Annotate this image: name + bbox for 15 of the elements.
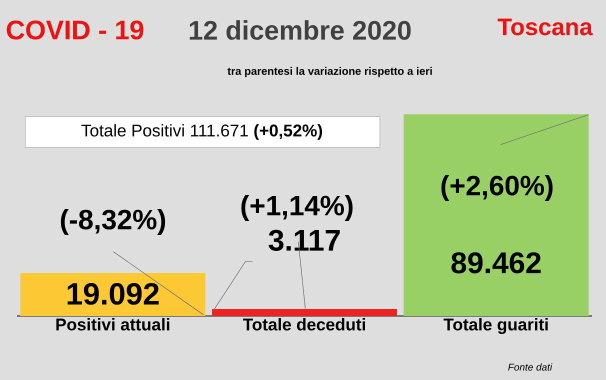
annotation: (+1,14%) [241, 195, 353, 221]
data-label: 19.092 [68, 282, 159, 305]
text: Toscana [498, 18, 593, 36]
annotation: (+2,60%) [441, 175, 553, 201]
text: 12 dicembre 2020 [190, 20, 411, 40]
x-tick-label: Positivi attuali [56, 318, 170, 331]
x-tick-label: Totale deceduti [242, 318, 366, 331]
chart-title: COVID - 19 [6, 20, 144, 40]
data-label: 3.117 [268, 230, 340, 251]
chart-subtitle: tra parentesi la variazione rispetto a ieri [228, 66, 432, 78]
data-label: 89.462 [451, 252, 541, 274]
source-note: Fonte dati [508, 363, 552, 371]
annotation: (-8,32%) [60, 209, 166, 236]
annotation: Totale Positivi 111.671 (+0,52%) [81, 124, 322, 140]
x-tick-label: Totale guariti [444, 318, 548, 334]
